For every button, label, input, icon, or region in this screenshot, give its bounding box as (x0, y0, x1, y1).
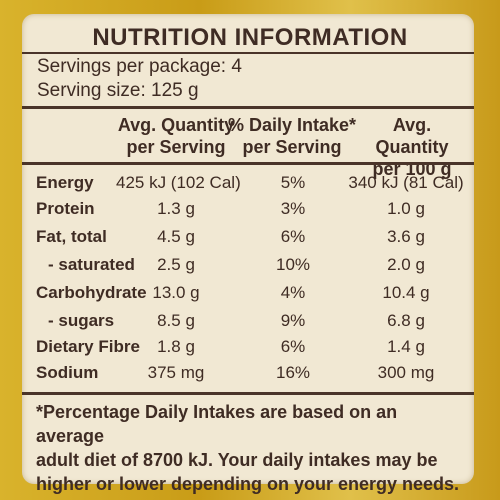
row-serving: 1.3 g (157, 199, 195, 218)
header-line: per Serving (242, 137, 342, 157)
row-per100: 6.8 g (387, 311, 425, 330)
divider (22, 392, 474, 395)
row-label: - saturated (48, 255, 135, 274)
row-daily: 9% (280, 311, 306, 330)
row-serving: 13.0 g (152, 283, 200, 302)
row-serving: 8.5 g (157, 311, 195, 330)
row-daily: 6% (280, 337, 306, 356)
row-label: Dietary Fibre (36, 337, 140, 356)
serving-size: Serving size: 125 g (37, 80, 199, 101)
header-line: % Daily Intake* (227, 115, 357, 135)
row-daily: 5% (280, 173, 306, 192)
header-avg-per-serving: Avg. Quantity per Serving (116, 114, 236, 158)
footnote-line: adult diet of 8700 kJ. Your daily intake… (36, 450, 438, 470)
header-daily-intake: % Daily Intake* per Serving (226, 114, 358, 158)
row-label: Energy (36, 173, 94, 192)
row-daily: 16% (275, 363, 311, 382)
row-daily: 6% (280, 227, 306, 246)
row-serving: 425 kJ (102 Cal) (116, 173, 241, 192)
divider (22, 106, 474, 109)
row-serving: 375 mg (147, 363, 205, 382)
header-line: Avg. Quantity (375, 115, 449, 157)
row-per100: 340 kJ (81 Cal) (348, 173, 464, 192)
row-per100: 2.0 g (387, 255, 425, 274)
footnote: *Percentage Daily Intakes are based on a… (36, 400, 468, 496)
row-daily: 4% (280, 283, 306, 302)
panel-title: NUTRITION INFORMATION (92, 24, 408, 51)
row-label: Sodium (36, 363, 99, 382)
row-label: - sugars (48, 311, 115, 330)
divider (22, 52, 474, 54)
row-daily: 10% (275, 255, 311, 274)
row-label: Carbohydrate (36, 283, 147, 302)
divider (22, 162, 474, 165)
row-per100: 1.0 g (387, 199, 425, 218)
row-serving: 2.5 g (157, 255, 195, 274)
footnote-line: higher or lower depending on your energy… (36, 474, 460, 494)
row-per100: 3.6 g (387, 227, 425, 246)
row-serving: 1.8 g (157, 337, 195, 356)
nutrition-panel (22, 14, 474, 484)
header-avg-per-100g: Avg. Quantity per 100 g (354, 114, 470, 180)
header-line: per Serving (126, 137, 226, 157)
row-serving: 4.5 g (157, 227, 195, 246)
footnote-line: *Percentage Daily Intakes are based on a… (36, 402, 398, 446)
row-label: Protein (36, 199, 95, 218)
row-daily: 3% (280, 199, 306, 218)
header-line: Avg. Quantity (117, 115, 235, 135)
row-per100: 1.4 g (387, 337, 425, 356)
row-per100: 300 mg (377, 363, 435, 382)
row-per100: 10.4 g (382, 283, 430, 302)
servings-per-package: Servings per package: 4 (37, 56, 242, 77)
row-label: Fat, total (36, 227, 107, 246)
